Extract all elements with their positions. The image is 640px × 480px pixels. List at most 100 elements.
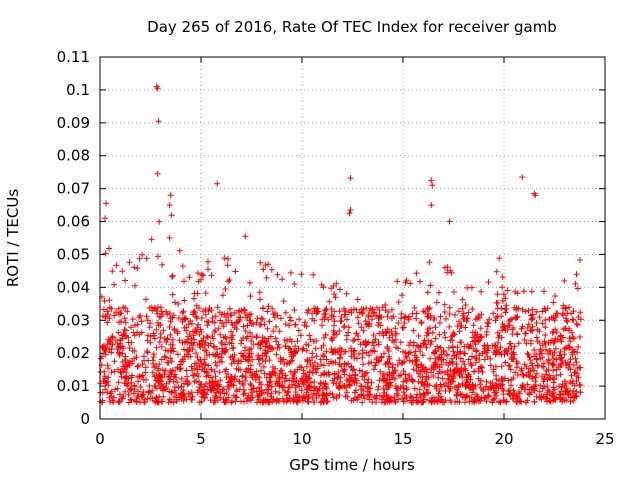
data-point bbox=[121, 315, 128, 322]
data-point bbox=[443, 359, 450, 366]
data-point bbox=[241, 306, 248, 313]
data-point bbox=[375, 341, 382, 348]
data-point bbox=[462, 367, 469, 374]
data-point bbox=[346, 372, 353, 379]
data-point bbox=[295, 380, 302, 387]
data-point bbox=[384, 326, 391, 333]
data-point bbox=[340, 324, 347, 331]
data-point bbox=[245, 392, 252, 399]
data-point bbox=[428, 338, 435, 345]
data-point bbox=[570, 335, 577, 342]
data-point bbox=[244, 357, 251, 363]
data-point bbox=[336, 354, 343, 361]
data-point bbox=[214, 346, 220, 353]
data-point bbox=[499, 297, 506, 304]
data-point bbox=[557, 371, 564, 378]
data-point bbox=[150, 360, 157, 367]
data-point bbox=[536, 328, 543, 335]
data-point bbox=[193, 378, 200, 385]
y-tick-label: 0.07 bbox=[57, 180, 90, 198]
data-point bbox=[424, 329, 431, 336]
data-point bbox=[176, 337, 183, 344]
data-point bbox=[448, 379, 455, 386]
data-point bbox=[154, 319, 161, 326]
data-point bbox=[268, 383, 275, 390]
data-point bbox=[557, 360, 564, 367]
data-point bbox=[116, 391, 123, 398]
data-point bbox=[219, 345, 225, 352]
data-point bbox=[489, 399, 496, 406]
data-point bbox=[321, 353, 328, 360]
data-point bbox=[419, 399, 426, 406]
data-point bbox=[291, 281, 298, 288]
data-point bbox=[462, 324, 469, 331]
data-point bbox=[262, 358, 269, 365]
data-point bbox=[458, 322, 465, 329]
data-point bbox=[212, 327, 219, 334]
data-point bbox=[179, 263, 186, 270]
data-point bbox=[313, 353, 320, 360]
data-point bbox=[122, 319, 129, 326]
data-point bbox=[190, 309, 197, 316]
data-point bbox=[573, 373, 580, 380]
data-point bbox=[215, 325, 222, 332]
data-point bbox=[291, 307, 298, 313]
data-point bbox=[292, 321, 299, 328]
data-point bbox=[533, 334, 540, 341]
data-point bbox=[175, 351, 181, 358]
data-point bbox=[430, 316, 437, 323]
data-point bbox=[379, 304, 386, 311]
data-point bbox=[553, 356, 560, 363]
data-point bbox=[446, 304, 453, 311]
data-point bbox=[100, 306, 107, 313]
data-point bbox=[546, 372, 553, 379]
data-point bbox=[280, 298, 287, 305]
data-point bbox=[131, 348, 138, 354]
data-point bbox=[221, 399, 228, 406]
data-point bbox=[332, 294, 339, 301]
data-point bbox=[438, 396, 445, 403]
data-point bbox=[332, 359, 339, 366]
data-point bbox=[435, 374, 442, 381]
data-point bbox=[287, 269, 294, 276]
data-point bbox=[413, 399, 420, 406]
data-point bbox=[270, 311, 277, 318]
data-point bbox=[260, 363, 267, 370]
data-point bbox=[101, 347, 108, 354]
data-point bbox=[104, 341, 111, 348]
data-point bbox=[157, 334, 164, 341]
data-point bbox=[510, 349, 517, 356]
data-point bbox=[571, 394, 578, 401]
data-point bbox=[160, 393, 167, 400]
data-point bbox=[181, 278, 187, 285]
data-point bbox=[102, 215, 108, 222]
data-point bbox=[312, 359, 318, 366]
data-point bbox=[507, 366, 514, 373]
data-point bbox=[553, 329, 560, 336]
data-point bbox=[142, 364, 149, 371]
data-point bbox=[219, 386, 226, 393]
data-point bbox=[549, 375, 556, 381]
data-point bbox=[336, 392, 343, 398]
data-point bbox=[506, 362, 513, 369]
data-point bbox=[496, 255, 503, 262]
data-point bbox=[214, 304, 221, 311]
data-point bbox=[252, 376, 259, 383]
data-point bbox=[214, 362, 220, 369]
data-point bbox=[429, 329, 436, 336]
data-point bbox=[402, 279, 409, 286]
y-tick-label: 0.11 bbox=[57, 48, 90, 66]
data-point bbox=[328, 313, 335, 320]
data-point bbox=[551, 338, 558, 345]
data-point bbox=[337, 379, 344, 385]
data-point bbox=[424, 313, 431, 320]
data-point bbox=[188, 363, 195, 370]
data-point bbox=[214, 386, 221, 393]
data-point bbox=[458, 339, 465, 346]
data-point bbox=[309, 350, 316, 357]
data-point bbox=[160, 327, 167, 334]
data-point bbox=[392, 325, 399, 332]
data-point bbox=[459, 380, 466, 387]
data-point bbox=[169, 291, 176, 298]
